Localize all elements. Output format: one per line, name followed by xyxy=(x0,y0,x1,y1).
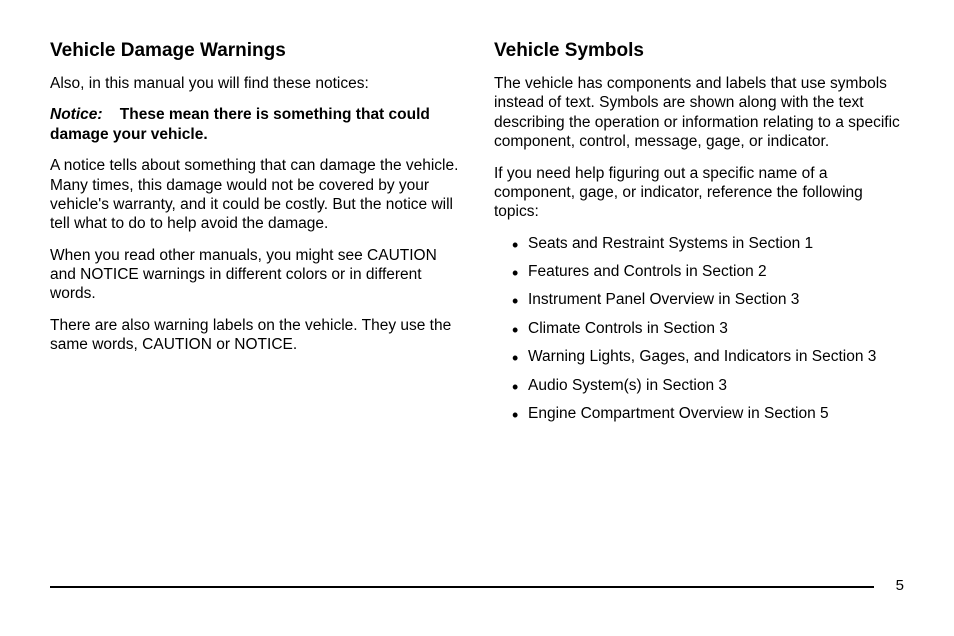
list-item: Warning Lights, Gages, and Indicators in… xyxy=(512,347,904,366)
bullet-list: Seats and Restraint Systems in Section 1… xyxy=(494,234,904,424)
left-intro-para: Also, in this manual you will find these… xyxy=(50,74,460,93)
left-para-3: There are also warning labels on the veh… xyxy=(50,316,460,355)
list-item: Instrument Panel Overview in Section 3 xyxy=(512,290,904,309)
left-column: Vehicle Damage Warnings Also, in this ma… xyxy=(50,40,460,432)
list-item: Features and Controls in Section 2 xyxy=(512,262,904,281)
list-item: Climate Controls in Section 3 xyxy=(512,319,904,338)
footer-divider xyxy=(50,586,874,588)
list-item: Engine Compartment Overview in Section 5 xyxy=(512,404,904,423)
left-heading: Vehicle Damage Warnings xyxy=(50,40,460,62)
list-item: Seats and Restraint Systems in Section 1 xyxy=(512,234,904,253)
page-content: Vehicle Damage Warnings Also, in this ma… xyxy=(50,40,904,432)
notice-label: Notice: xyxy=(50,106,103,123)
page-number: 5 xyxy=(896,577,904,594)
right-para-2: If you need help figuring out a specific… xyxy=(494,164,904,222)
right-heading: Vehicle Symbols xyxy=(494,40,904,62)
list-item: Audio System(s) in Section 3 xyxy=(512,376,904,395)
left-para-2: When you read other manuals, you might s… xyxy=(50,246,460,304)
right-column: Vehicle Symbols The vehicle has componen… xyxy=(494,40,904,432)
right-para-1: The vehicle has components and labels th… xyxy=(494,74,904,152)
notice-para: Notice: These mean there is something th… xyxy=(50,105,460,144)
left-para-1: A notice tells about something that can … xyxy=(50,156,460,234)
